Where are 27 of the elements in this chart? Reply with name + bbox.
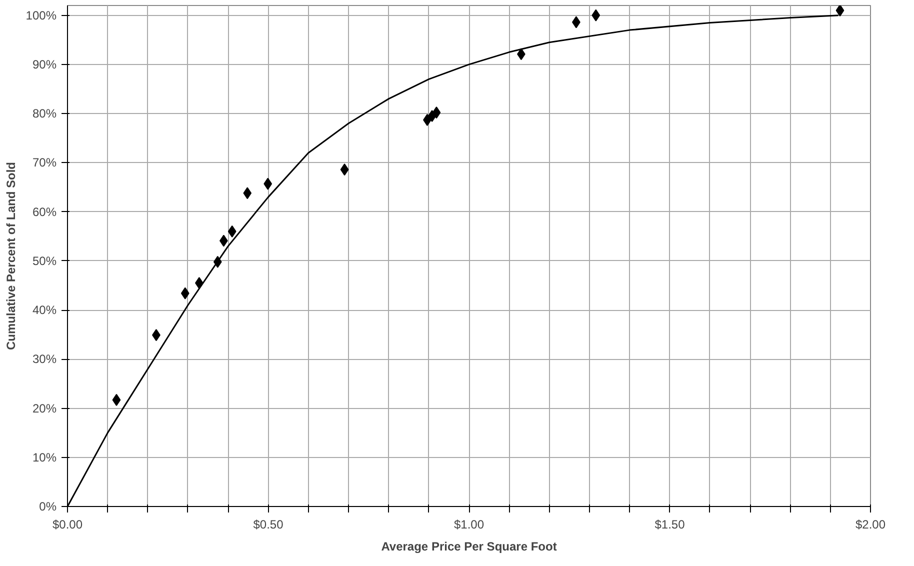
point bbox=[592, 9, 600, 22]
y-tick-label: 30% bbox=[32, 352, 57, 366]
y-tick-label: 20% bbox=[32, 401, 57, 416]
y-tick-label: 70% bbox=[32, 156, 57, 170]
y-tick-label: 50% bbox=[32, 254, 57, 268]
point bbox=[264, 178, 272, 190]
x-tick-label: $1.00 bbox=[454, 518, 484, 532]
point bbox=[228, 225, 236, 238]
y-tick-label: 40% bbox=[32, 303, 57, 318]
point bbox=[836, 6, 844, 16]
x-tick-label: $0.50 bbox=[253, 518, 284, 532]
x-tick-label: $0.00 bbox=[52, 518, 83, 532]
point bbox=[432, 106, 441, 119]
point bbox=[180, 287, 190, 300]
x-tick-label: $1.50 bbox=[654, 518, 686, 532]
y-tick-label: 60% bbox=[32, 204, 57, 219]
x-axis-title: Average Price Per Square Foot bbox=[381, 540, 557, 554]
y-axis-title: Cumulative Percent of Land Sold bbox=[4, 162, 18, 350]
point bbox=[243, 187, 252, 200]
point bbox=[112, 394, 121, 406]
y-tick-label: 0% bbox=[39, 500, 57, 514]
y-tick-label: 90% bbox=[32, 57, 57, 72]
point bbox=[340, 164, 349, 176]
x-tick-label: $2.00 bbox=[855, 518, 886, 532]
y-tick-label: 80% bbox=[32, 106, 57, 121]
y-tick-label: 10% bbox=[32, 450, 57, 464]
y-tick-label: 100% bbox=[26, 8, 57, 22]
